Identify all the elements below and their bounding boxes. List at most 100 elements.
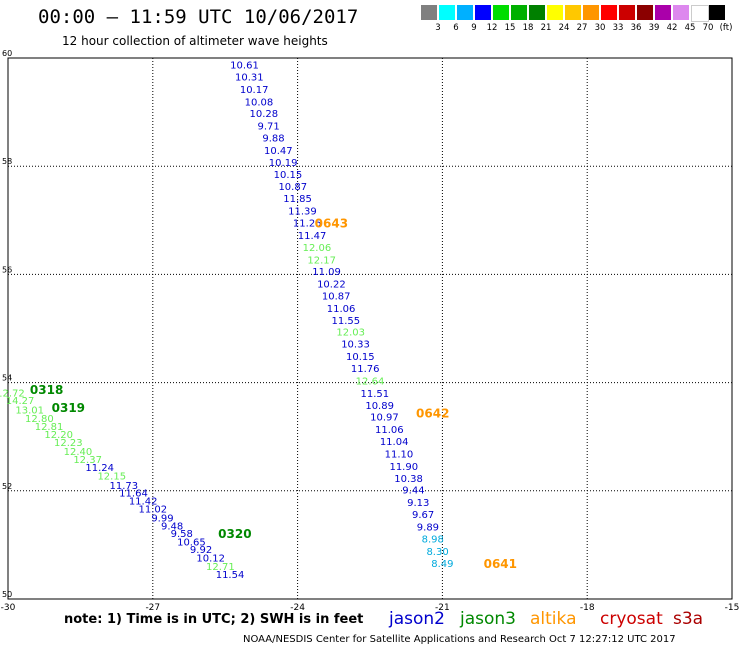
wave-height-label: 9.88 [262, 134, 284, 145]
legend-swatch [637, 5, 653, 20]
wave-height-label: 14.27 [6, 396, 35, 407]
wave-height-label: 9.44 [402, 486, 424, 497]
legend-label: 36 [630, 23, 642, 33]
legend-swatch [691, 5, 709, 22]
chart-subtitle: 12 hour collection of altimeter wave hei… [62, 34, 328, 48]
satellite-label-cryosat: cryosat [600, 609, 663, 629]
legend-label: 24 [558, 23, 570, 33]
wave-height-label: 12.71 [206, 562, 235, 573]
legend-swatch [421, 5, 437, 20]
wave-height-label: 10.87 [322, 291, 351, 302]
wave-height-label: 11.73 [110, 481, 139, 492]
y-tick-label: 52 [2, 482, 12, 491]
wave-height-label: 11.51 [361, 389, 390, 400]
legend-label: 70 [702, 23, 714, 33]
wave-height-label: 12.72 [0, 388, 25, 399]
legend-label: 30 [594, 23, 606, 33]
legend-label: 9 [471, 23, 477, 33]
wave-height-label: 9.13 [407, 498, 429, 509]
satellite-label-s3a: s3a [673, 609, 704, 629]
wave-height-label: 11.09 [312, 267, 341, 278]
wave-height-label: 11.06 [375, 425, 404, 436]
satellite-label-jason2: jason2 [389, 609, 445, 629]
x-tick-label: -30 [1, 603, 16, 613]
legend-swatch [493, 5, 509, 20]
x-tick-label: -21 [435, 603, 450, 613]
pass-time-label: 0643 [315, 216, 348, 230]
legend-swatch [547, 5, 563, 20]
wave-height-label: 11.55 [332, 316, 361, 327]
wave-height-label: 9.48 [161, 521, 183, 532]
legend-label: 21 [540, 23, 552, 33]
wave-height-label: 12.15 [97, 472, 126, 483]
y-tick-label: 60 [2, 49, 12, 58]
x-tick-label: -24 [290, 603, 305, 613]
legend-swatch [475, 5, 491, 20]
wave-height-label: 11.10 [385, 449, 414, 460]
wave-height-label: 10.89 [365, 401, 394, 412]
wave-height-label: 9.92 [190, 545, 212, 556]
wave-height-label: 10.61 [230, 60, 259, 71]
legend-swatch [457, 5, 473, 20]
legend-label: 42 [666, 23, 678, 33]
wave-height-label: 9.67 [412, 510, 434, 521]
wave-height-label: 8.98 [422, 534, 444, 545]
credit-line: NOAA/NESDIS Center for Satellite Applica… [243, 634, 676, 645]
legend-swatch [565, 5, 581, 20]
pass-time-label: 0642 [416, 406, 449, 420]
legend-label: 6 [453, 23, 459, 33]
legend-swatch [511, 5, 527, 20]
wave-height-label: 13.01 [15, 406, 44, 417]
pass-time-label: 0319 [52, 401, 85, 415]
legend-label: 39 [648, 23, 660, 33]
pass-time-label: 0318 [30, 383, 63, 397]
units-note: note: 1) Time is in UTC; 2) SWH is in fe… [64, 612, 364, 627]
wave-height-label: 10.19 [269, 158, 298, 169]
wave-height-label: 9.58 [171, 529, 193, 540]
wave-height-label: 10.28 [249, 109, 278, 120]
plot-frame [7, 57, 733, 600]
pass-time-label: 0641 [484, 557, 517, 571]
wave-height-label: 10.22 [317, 280, 346, 291]
wave-height-label: 12.40 [64, 447, 93, 458]
y-tick-label: 54 [2, 374, 12, 383]
wave-height-label: 11.64 [119, 488, 148, 499]
legend-swatch [439, 5, 455, 20]
legend-swatch [655, 5, 671, 20]
y-tick-label: 50 [2, 590, 12, 599]
wave-height-label: 11.47 [298, 231, 327, 242]
wave-height-label: 10.47 [264, 146, 293, 157]
wave-height-label: 12.81 [35, 422, 64, 433]
legend-swatch [673, 5, 689, 20]
legend-label: 12 [486, 23, 498, 33]
wave-height-label: 9.89 [417, 523, 439, 534]
wave-height-label: 10.17 [240, 85, 269, 96]
wave-height-label: 11.90 [389, 462, 418, 473]
wave-height-label: 10.15 [274, 170, 303, 181]
wave-height-label: 12.64 [356, 376, 385, 387]
x-tick-label: -27 [145, 603, 160, 613]
legend-swatch [619, 5, 635, 20]
wave-height-label: 11.85 [283, 194, 312, 205]
wave-height-label: 12.17 [307, 255, 336, 266]
wave-height-label: 11.06 [327, 304, 356, 315]
legend-label: 15 [504, 23, 516, 33]
y-tick-label: 58 [2, 157, 12, 166]
wave-height-label: 10.12 [196, 553, 225, 564]
chart-title: 00:00 – 11:59 UTC 10/06/2017 [38, 6, 359, 28]
wave-height-label: 12.37 [73, 455, 102, 466]
wave-height-label: 12.03 [336, 328, 365, 339]
x-tick-label: -18 [580, 603, 595, 613]
y-tick-label: 56 [2, 265, 12, 274]
wave-height-label: 10.87 [278, 182, 307, 193]
wave-height-label: 11.39 [288, 207, 317, 218]
pass-time-label: 0320 [218, 527, 251, 541]
wave-height-label: 12.80 [25, 414, 54, 425]
legend-label: 27 [576, 23, 588, 33]
wave-height-label: 12.06 [303, 243, 332, 254]
legend-label: 3 [435, 23, 441, 33]
wave-height-label: 10.15 [346, 352, 375, 363]
wave-height-label: 8.49 [431, 559, 453, 570]
wave-height-label: 12.20 [44, 430, 73, 441]
